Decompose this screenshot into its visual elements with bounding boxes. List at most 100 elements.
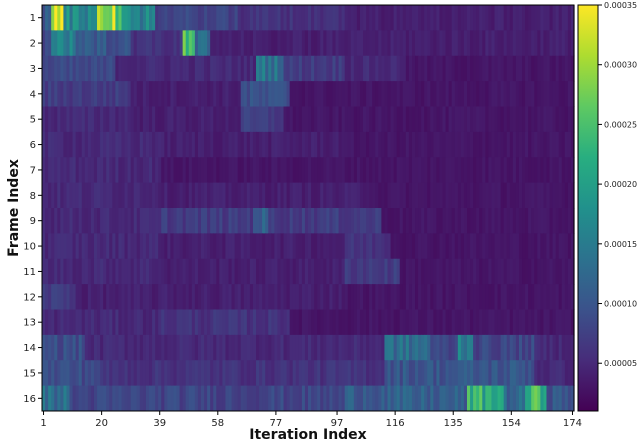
heatmap-cell (415, 157, 419, 184)
heatmap-cell (173, 182, 178, 209)
heatmap-cell (570, 182, 575, 209)
heatmap-cell (509, 360, 514, 387)
heatmap-cell (292, 81, 297, 107)
heatmap-cell (525, 81, 529, 107)
heatmap-cell (45, 284, 49, 310)
heatmap-cell (497, 334, 502, 361)
heatmap-cell (182, 233, 187, 260)
heatmap-cell (479, 334, 483, 361)
heatmap-cell (555, 309, 560, 336)
heatmap-cell (381, 182, 386, 209)
heatmap-cell (353, 233, 358, 260)
x-tick-label: 20 (95, 418, 108, 429)
heatmap-cell (295, 360, 300, 387)
heatmap-cell (265, 284, 269, 310)
heatmap-cell (445, 208, 450, 234)
heatmap-cell (78, 157, 83, 184)
heatmap-cell (286, 131, 291, 158)
heatmap-cell (564, 233, 569, 260)
heatmap-cell (369, 182, 373, 209)
heatmap-cell (509, 157, 514, 184)
heatmap-cell (525, 30, 529, 57)
heatmap-cell (182, 360, 187, 387)
heatmap-cell (228, 157, 233, 184)
heatmap-cell (424, 309, 428, 336)
heatmap-cell (112, 385, 116, 412)
heatmap-cell (188, 182, 193, 209)
heatmap-cell (439, 385, 444, 412)
heatmap-cell (133, 157, 138, 184)
heatmap-cell (152, 334, 156, 361)
heatmap-cell (402, 55, 407, 82)
heatmap-cell (372, 5, 376, 31)
heatmap-cell (219, 106, 223, 133)
heatmap-cell (210, 360, 214, 387)
heatmap-cell (436, 81, 441, 107)
heatmap-cell (237, 157, 242, 184)
heatmap-cell (176, 309, 181, 336)
heatmap-cell (286, 182, 291, 209)
heatmap-cell (512, 157, 517, 184)
heatmap-cell (185, 208, 190, 234)
heatmap-cell (204, 106, 208, 133)
colorbar-ticks: 0.000050.000100.000150.000200.000250.000… (598, 1, 637, 368)
heatmap-cell (51, 334, 55, 361)
heatmap-cell (219, 157, 223, 184)
heatmap-cell (145, 258, 150, 285)
heatmap-cell (176, 258, 181, 285)
heatmap-cell (194, 157, 199, 184)
heatmap-cell (60, 284, 64, 310)
heatmap-cell (451, 81, 456, 107)
heatmap-cell (488, 106, 493, 133)
heatmap-cell (115, 182, 120, 209)
heatmap-cell (525, 5, 529, 31)
heatmap-cell (537, 334, 541, 361)
heatmap-cell (335, 157, 340, 184)
heatmap-cell (87, 55, 92, 82)
heatmap-cell (57, 131, 61, 158)
heatmap-cell (170, 360, 175, 387)
heatmap-cell (259, 131, 263, 158)
heatmap-cell (155, 385, 159, 412)
heatmap-cell (463, 182, 468, 209)
heatmap-cell (546, 309, 551, 336)
heatmap-cell (436, 157, 441, 184)
heatmap-cell (66, 233, 71, 260)
heatmap-cell (237, 30, 242, 57)
heatmap-cell (570, 258, 575, 285)
heatmap-cell (518, 233, 523, 260)
heatmap-cell (66, 385, 71, 412)
heatmap-cell (167, 233, 172, 260)
heatmap-cell (243, 157, 248, 184)
heatmap-cell (463, 258, 468, 285)
heatmap-cell (363, 208, 367, 234)
heatmap-cell (231, 182, 236, 209)
heatmap-cell (369, 55, 373, 82)
heatmap-cell (185, 5, 190, 31)
heatmap-cell (240, 131, 245, 158)
heatmap-cell (45, 157, 49, 184)
heatmap-cell (503, 258, 508, 285)
heatmap-cell (292, 208, 297, 234)
heatmap-cell (274, 131, 279, 158)
heatmap-cell (430, 385, 434, 412)
heatmap-cell (182, 81, 187, 107)
heatmap-cell (283, 5, 288, 31)
heatmap-cell (200, 208, 205, 234)
heatmap-cell (213, 385, 217, 412)
heatmap-cell (506, 30, 511, 57)
heatmap-cell (448, 5, 453, 31)
heatmap-cell (225, 5, 230, 31)
heatmap-cell (84, 309, 89, 336)
heatmap-cell (176, 5, 181, 31)
heatmap-cell (525, 334, 529, 361)
heatmap-cell (161, 385, 165, 412)
heatmap-cell (60, 30, 64, 57)
heatmap-cell (57, 157, 61, 184)
heatmap-cell (72, 284, 77, 310)
heatmap-cell (525, 182, 529, 209)
heatmap-cell (66, 284, 71, 310)
heatmap-cell (194, 258, 199, 285)
heatmap-cell (54, 233, 58, 260)
heatmap-cell (93, 284, 98, 310)
